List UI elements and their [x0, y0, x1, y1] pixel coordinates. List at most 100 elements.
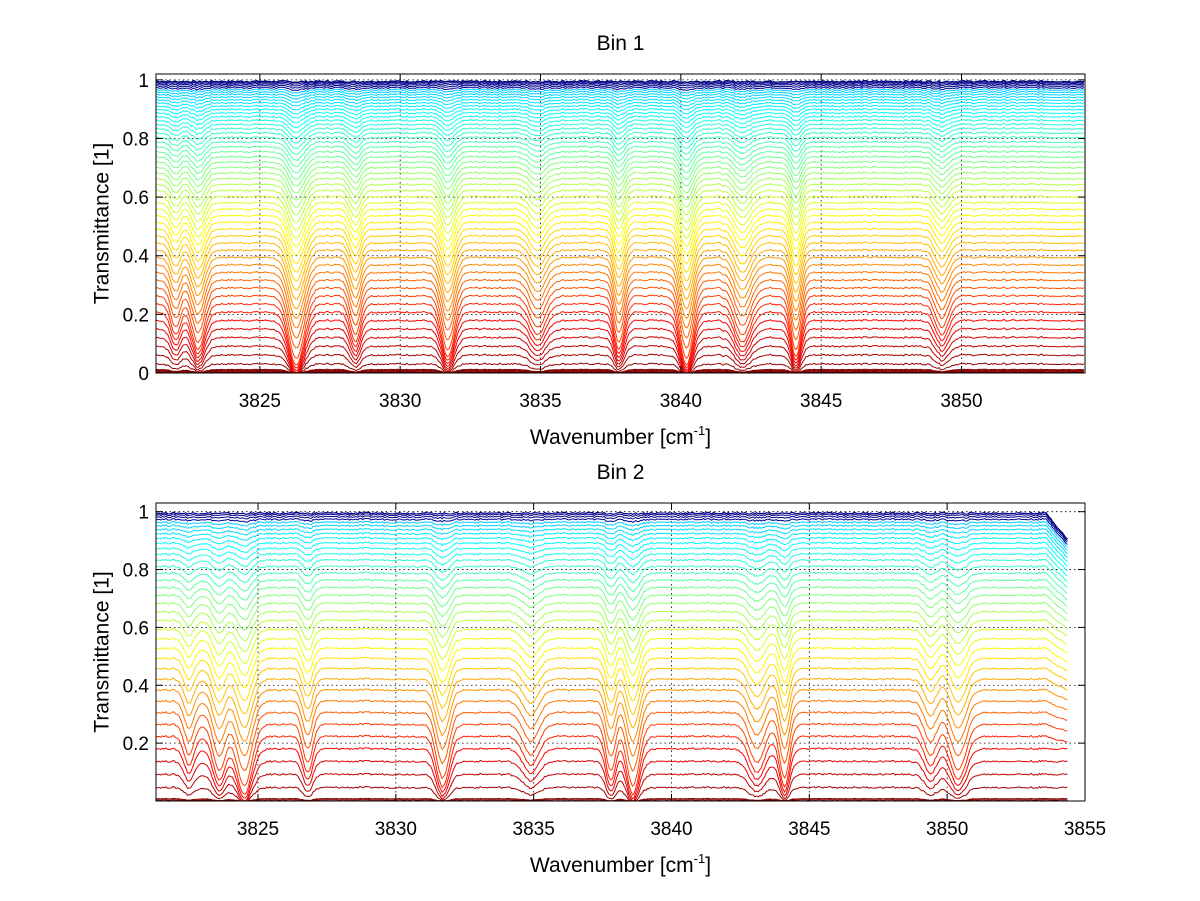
x-tick-label: 3835 [519, 391, 561, 412]
x-tick-label: 3845 [800, 391, 842, 412]
spectrum-series [155, 677, 1068, 729]
spectrum-series [155, 294, 1085, 360]
spectrum-series [155, 610, 1068, 642]
spectrum-series [155, 160, 1085, 187]
x-tick-label: 3835 [513, 819, 555, 840]
spectrum-series [155, 524, 1068, 551]
spectrum-series [155, 344, 1085, 374]
spectrum-series [155, 95, 1085, 103]
spectrum-series [155, 84, 1085, 89]
spectrum-series [155, 88, 1085, 94]
spectrum-series [155, 552, 1068, 577]
chart-title: Bin 2 [597, 461, 645, 484]
spectrum-series [155, 214, 1085, 256]
chart-bin-2: Bin 2 3825 3830 3835 3840 3845 3850 3855 0.2 0.4… [91, 461, 1107, 877]
y-tick-label: 0.6 [123, 188, 149, 209]
spectrum-series [155, 747, 1068, 800]
spectrum-series [155, 541, 1068, 567]
y-tick-label: 0 [138, 364, 149, 385]
spectrum-series [155, 150, 1085, 174]
spectrum-series [155, 734, 1068, 796]
spectrum-series [155, 263, 1085, 320]
spectrum-series [155, 98, 1085, 107]
spectrum-series [155, 711, 1068, 772]
spectrum-series [155, 586, 1068, 611]
x-axis-label-superscript: -1 [694, 851, 706, 866]
x-axis-label: Wavenumber [cm-1] [530, 423, 711, 449]
spectrum-series [155, 82, 1085, 87]
axes-box [155, 502, 1086, 802]
y-axis-label: Transmittance [1] [91, 143, 114, 304]
x-tick-label: 3850 [940, 391, 982, 412]
spectrum-series [155, 688, 1068, 743]
spectrum-series [155, 362, 1085, 374]
spectrum-series [155, 79, 1085, 84]
spectrum-series [155, 188, 1085, 224]
spectrum-series [155, 722, 1068, 787]
y-tick-label: 1 [138, 503, 149, 524]
spectrum-series [155, 532, 1068, 558]
spectrum-series [155, 336, 1085, 374]
x-axis-label: Wavenumber [cm-1] [530, 851, 711, 877]
x-tick-label: 3845 [788, 819, 830, 840]
spectrum-series [155, 255, 1085, 310]
spectrum-series [155, 194, 1085, 231]
spectrum-series [155, 327, 1085, 374]
spectrum-series [155, 145, 1085, 167]
x-axis-label-superscript: -1 [694, 423, 706, 438]
spectrum-series [155, 656, 1068, 702]
spectrum-series [155, 115, 1085, 129]
spectrum-series [155, 318, 1085, 372]
spectrum-series [155, 517, 1068, 545]
y-axis-label: Transmittance [1] [91, 571, 114, 732]
spectrum-series [155, 286, 1085, 349]
spectrum-series [155, 515, 1068, 543]
spectrum-series [155, 759, 1068, 802]
spectrum-series [155, 699, 1068, 757]
x-tick-label: 3850 [926, 819, 968, 840]
spectrum-series [155, 646, 1068, 689]
spectrum-series [156, 368, 1084, 374]
x-axis-label-end: ] [705, 426, 711, 449]
spectrum-series [155, 627, 1068, 665]
spectrum-series [155, 353, 1085, 374]
spectrum-series [155, 92, 1085, 100]
spectrum-series [155, 207, 1085, 248]
spectrum-series [155, 511, 1068, 540]
spectrum-series [155, 127, 1085, 144]
y-tick-label: 1 [138, 71, 149, 92]
spectrum-series [155, 155, 1085, 180]
axes-box [155, 73, 1086, 374]
spectrum-series [155, 278, 1085, 339]
x-tick-label: 3840 [660, 391, 702, 412]
spectrum-series [155, 227, 1085, 273]
y-tick-label: 0.8 [123, 561, 149, 582]
spectrum-series [155, 107, 1085, 119]
series-group [155, 79, 1085, 374]
spectrum-series [155, 171, 1085, 201]
spectrum-series [155, 81, 1085, 85]
spectrum-series [155, 201, 1085, 239]
spectrum-series [155, 513, 1068, 541]
spectrum-series [155, 786, 1068, 802]
spectrum-series [155, 135, 1085, 155]
spectrum-series [155, 104, 1085, 115]
spectrum-series [155, 302, 1085, 366]
x-tick-label: 3830 [379, 391, 421, 412]
x-axis-label-end: ] [705, 854, 711, 877]
x-axis-label-text: Wavenumber [cm [530, 426, 694, 449]
chart-bin-1: Bin 1 3825 3830 3835 3840 3845 3850 0 0.2 0.4 0.6… [91, 32, 1086, 449]
spectrum-series [155, 637, 1068, 677]
spectrum-series [155, 131, 1085, 150]
spectrum-series [155, 182, 1085, 216]
spectrum-series [155, 111, 1085, 124]
x-tick-label: 3855 [1064, 819, 1106, 840]
spectrum-series [155, 86, 1085, 92]
spectrum-series [155, 248, 1085, 301]
y-tick-label: 0.6 [123, 618, 149, 639]
y-tick-label: 0.2 [123, 734, 149, 755]
spectrum-series [155, 270, 1085, 329]
plot-area: 3825 3830 3835 3840 3845 3850 0 0.2 0.4 0.6 0.8 1 [123, 71, 1086, 412]
x-tick-label: 3830 [375, 819, 417, 840]
